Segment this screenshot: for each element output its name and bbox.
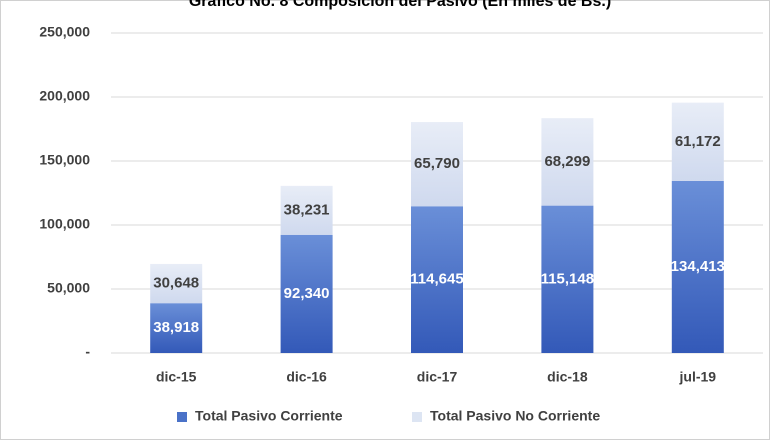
bar-segment: [150, 303, 203, 353]
data-label: 30,648: [153, 275, 199, 292]
bar-segment: [541, 118, 594, 206]
y-tick-label: 250,000: [39, 24, 90, 40]
legend-swatch: [412, 412, 422, 422]
x-tick-label: dic-18: [547, 369, 588, 385]
data-label: 115,148: [541, 270, 594, 287]
data-label: 38,918: [153, 319, 199, 336]
x-tick-label: dic-15: [156, 369, 197, 385]
bar-segment: [280, 234, 333, 353]
bar-segment: [541, 205, 594, 353]
x-tick-label: jul-19: [679, 369, 717, 385]
data-label: 68,299: [544, 153, 590, 170]
data-label: 65,790: [414, 155, 460, 172]
bar-segment: [671, 102, 724, 181]
bar-segment: [411, 206, 463, 353]
y-tick-label: 150,000: [39, 152, 90, 168]
legend-label: Total Pasivo Corriente: [195, 408, 343, 424]
data-label: 38,231: [284, 201, 330, 218]
bar-segment: [280, 185, 333, 235]
x-tick-label: dic-17: [417, 369, 458, 385]
bar-segment: [671, 180, 724, 353]
y-tick-label: -: [85, 344, 90, 360]
data-label: 92,340: [284, 285, 330, 302]
data-label: 61,172: [675, 133, 721, 150]
bar-segment: [150, 263, 203, 304]
chart-title: Gráfico No. 8 Composición del Pasivo (En…: [189, 0, 611, 10]
data-label: 134,413: [671, 258, 725, 275]
legend-label: Total Pasivo No Corriente: [430, 408, 600, 424]
y-tick-label: 50,000: [47, 280, 90, 296]
legend-swatch: [177, 412, 187, 422]
y-tick-label: 200,000: [39, 88, 90, 104]
data-label: 114,645: [410, 271, 463, 288]
bar-segment: [411, 122, 463, 207]
y-tick-label: 100,000: [39, 216, 90, 232]
x-tick-label: dic-16: [286, 369, 327, 385]
